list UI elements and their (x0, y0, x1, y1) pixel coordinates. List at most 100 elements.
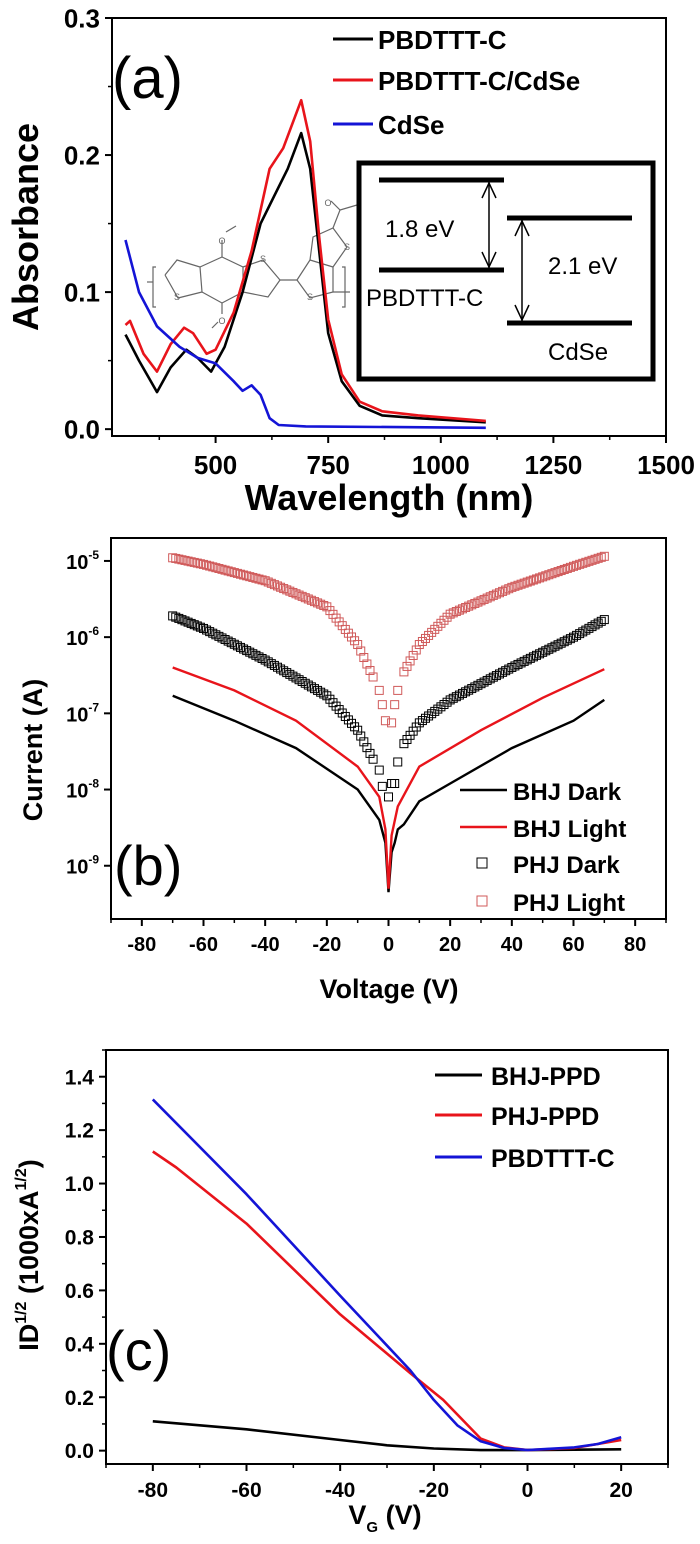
data-marker (266, 578, 276, 588)
data-marker (525, 576, 535, 586)
molecule-atom-label: O (218, 316, 225, 326)
series-line-PBDTTT-C (124, 131, 486, 424)
data-marker (359, 653, 369, 663)
data-marker (356, 646, 366, 656)
molecule-bond (211, 321, 219, 329)
data-marker (587, 555, 597, 565)
data-marker (519, 656, 529, 666)
data-marker (522, 577, 532, 587)
data-marker (223, 566, 233, 576)
legend-label: PBDTTT-C (491, 1145, 615, 1173)
data-marker (427, 709, 437, 719)
data-marker (528, 575, 538, 585)
data-marker (584, 556, 594, 566)
data-marker (393, 757, 403, 767)
data-marker (430, 624, 440, 634)
series-markers-PHJ Dark (168, 611, 609, 802)
data-marker (464, 685, 474, 695)
molecule-bond (225, 225, 237, 233)
x-tick-label: 0 (522, 1479, 534, 1502)
data-marker (541, 646, 551, 656)
data-marker (510, 581, 520, 591)
data-marker (168, 553, 178, 563)
data-marker (405, 656, 415, 666)
y-tick-label: 10-9 (66, 853, 99, 879)
legend-swatch (476, 895, 488, 907)
data-marker (199, 559, 208, 569)
data-marker (522, 655, 532, 665)
data-marker (507, 582, 517, 592)
series-line-BHJ Light (172, 666, 605, 889)
x-tick-label: -20 (419, 1479, 449, 1502)
data-marker (424, 711, 434, 721)
x-tick-label: -60 (231, 1479, 261, 1502)
data-marker (232, 568, 242, 578)
data-marker (488, 590, 498, 600)
data-marker (439, 615, 449, 625)
inset-gap-label: 2.1 eV (548, 253, 617, 280)
legend-label: PHJ Dark (513, 852, 620, 879)
data-marker (470, 598, 480, 608)
data-marker (393, 685, 403, 695)
data-marker (569, 561, 578, 571)
data-marker (254, 652, 264, 662)
panel-a-axes: 500 750 1000 1250 1500 0.0 0.1 0.2 0.3 (64, 3, 695, 480)
data-marker (251, 650, 261, 660)
data-marker (384, 792, 393, 802)
data-marker (430, 706, 440, 716)
data-marker (377, 781, 387, 791)
series-line-PBDTTT-C/CdSe (124, 98, 486, 423)
x-tick-label: 20 (439, 934, 461, 956)
series-line-CdSe (124, 239, 486, 430)
data-marker (565, 634, 575, 644)
data-marker (273, 581, 282, 591)
data-marker (322, 691, 332, 701)
data-marker (186, 618, 196, 628)
molecule-bond (164, 259, 203, 299)
data-marker (550, 568, 560, 578)
molecule-atom-label: O (218, 236, 225, 246)
y-tick-label: 0.2 (64, 140, 100, 170)
data-marker (192, 621, 202, 631)
x-tick-label: -40 (325, 1479, 355, 1502)
data-marker (365, 665, 375, 675)
data-marker (353, 640, 363, 650)
data-marker (528, 652, 538, 662)
y-axis-label: Absorbance (5, 123, 46, 331)
data-marker (257, 653, 267, 663)
data-marker (263, 577, 273, 587)
data-marker (532, 650, 541, 660)
data-marker (538, 647, 548, 657)
data-marker (565, 562, 575, 572)
data-marker (217, 564, 227, 574)
data-marker (421, 633, 430, 643)
data-marker (282, 585, 292, 595)
data-marker (547, 643, 557, 653)
data-marker (476, 679, 486, 689)
legend-label: CdSe (378, 110, 444, 140)
data-marker (491, 589, 501, 599)
data-marker (359, 737, 369, 747)
plot-frame (111, 17, 667, 437)
data-marker (495, 588, 504, 598)
data-marker (192, 558, 202, 568)
data-marker (174, 613, 184, 623)
data-marker (599, 615, 609, 625)
data-marker (202, 560, 212, 570)
data-marker (593, 553, 603, 563)
data-marker (306, 595, 316, 605)
y-tick-label: 1.4 (65, 1066, 95, 1089)
arrow-head (481, 181, 497, 199)
arrow-head (514, 219, 530, 237)
data-marker (476, 596, 486, 606)
data-marker (556, 566, 566, 576)
data-marker (458, 688, 467, 698)
data-marker (220, 635, 230, 645)
data-marker (226, 567, 236, 577)
data-marker (310, 597, 319, 607)
data-marker (248, 649, 258, 659)
y-tick-label: 10-7 (66, 700, 99, 726)
data-marker (343, 715, 353, 725)
legend-label: BHJ-PPD (491, 1063, 601, 1091)
